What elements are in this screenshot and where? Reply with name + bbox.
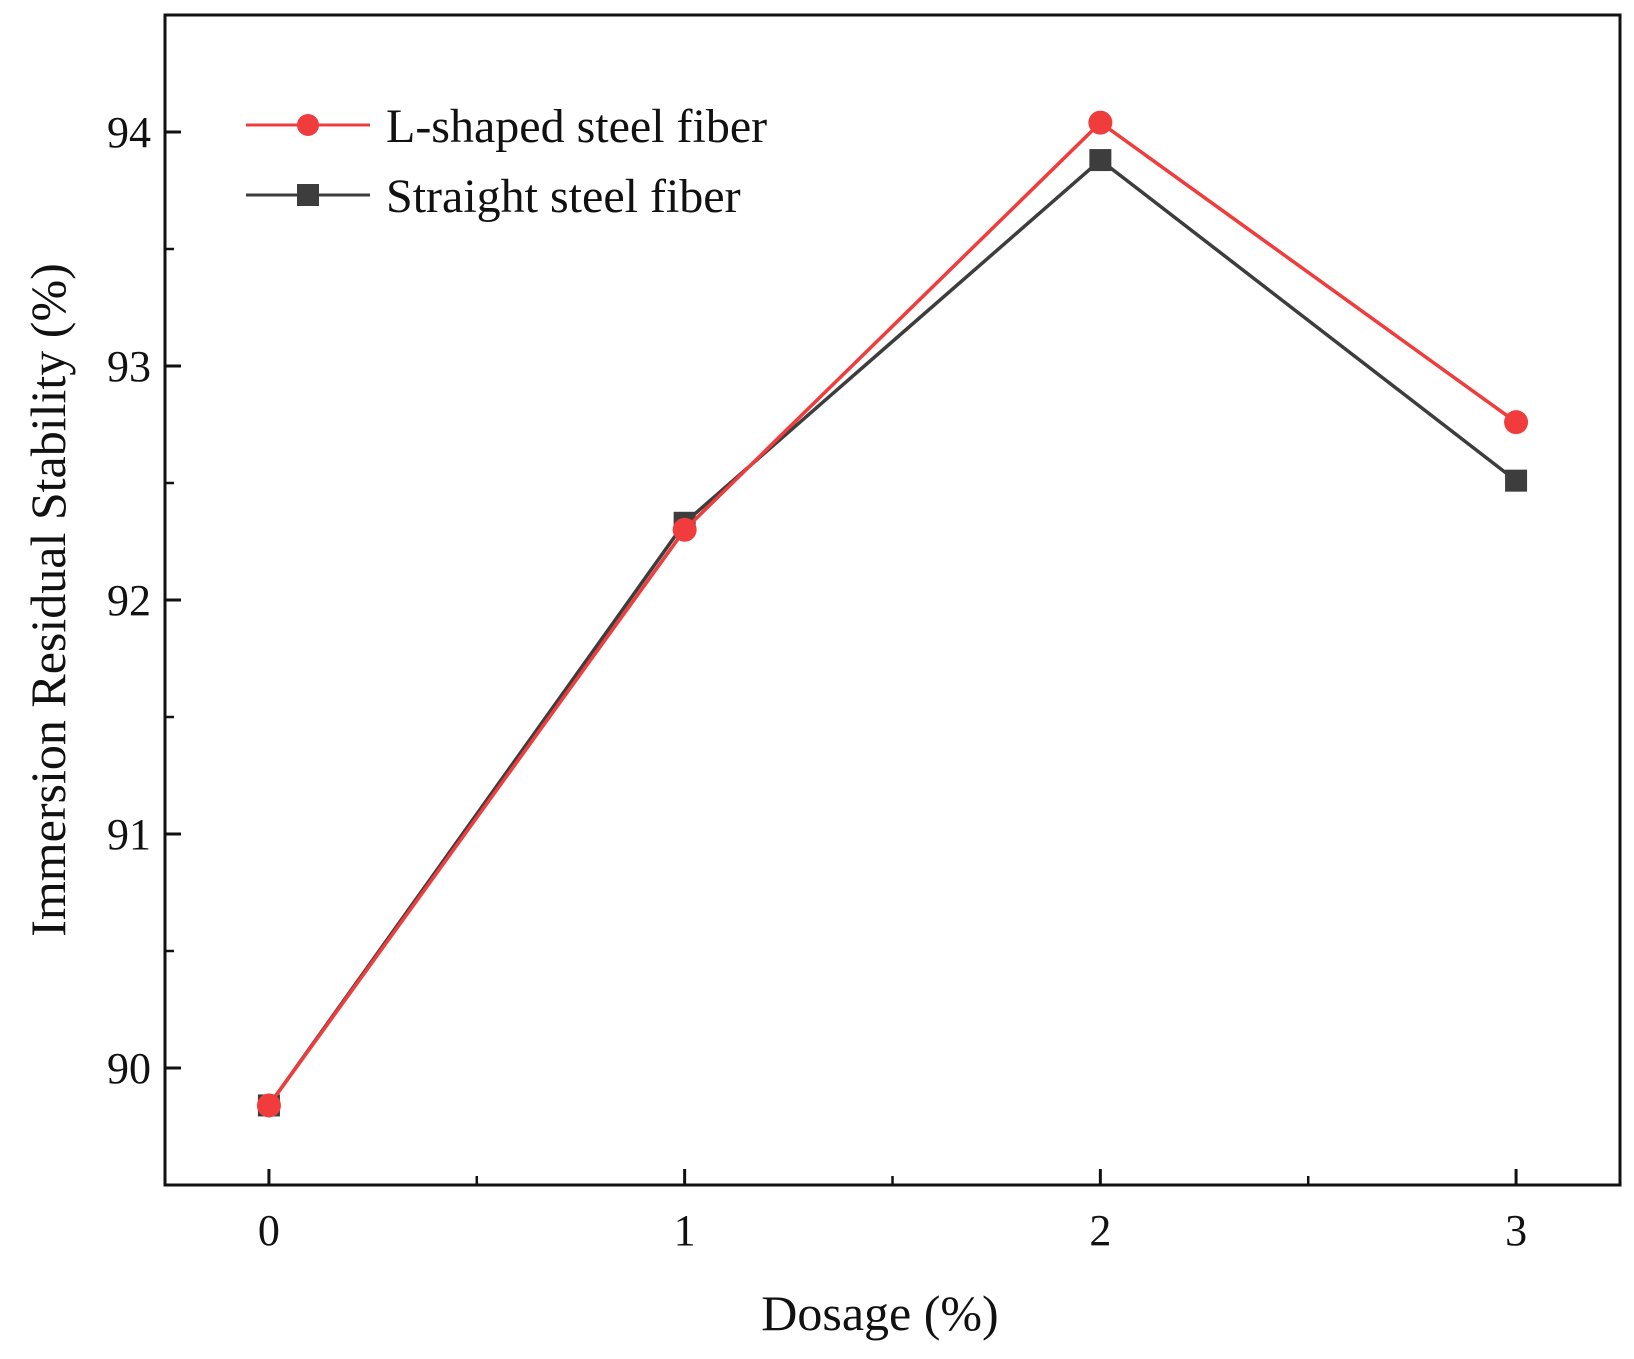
y-axis-ticks: 90 91 92 93 94: [107, 13, 181, 1187]
series-layer: [256, 110, 1529, 1118]
legend-item-l-shaped: L-shaped steel fiber: [246, 100, 767, 153]
legend: L-shaped steel fiber Straight steel fibe…: [246, 100, 767, 223]
y-axis-title: Immersion Residual Stability (%): [20, 263, 76, 937]
series-l-shaped: [256, 110, 1529, 1118]
x-tick-label: 2: [1089, 1206, 1111, 1255]
y-tick-label: 94: [107, 108, 151, 157]
legend-marker-square: [297, 184, 319, 206]
x-tick-label: 1: [674, 1206, 696, 1255]
y-tick-label: 92: [107, 576, 151, 625]
series-line: [267, 158, 1518, 1107]
legend-label-l-shaped: L-shaped steel fiber: [386, 100, 767, 153]
y-tick-label: 90: [107, 1044, 151, 1093]
data-point: [1088, 110, 1113, 135]
legend-marker-circle: [297, 114, 319, 136]
data-point: [1089, 149, 1112, 172]
series-line: [267, 120, 1518, 1107]
legend-label-straight: Straight steel fiber: [386, 170, 741, 223]
x-axis-ticks: 0 1 2 3: [258, 1169, 1527, 1255]
plot-frame: [163, 13, 1622, 1187]
x-tick-label: 3: [1505, 1206, 1527, 1255]
x-tick-label: 0: [258, 1206, 280, 1255]
legend-item-straight: Straight steel fiber: [246, 170, 741, 223]
data-point: [256, 1093, 281, 1118]
data-point: [672, 517, 697, 542]
y-tick-label: 93: [107, 342, 151, 391]
data-point: [1504, 410, 1529, 435]
x-axis-title: Dosage (%): [761, 1285, 998, 1341]
data-point: [1505, 469, 1528, 492]
y-tick-label: 91: [107, 810, 151, 859]
